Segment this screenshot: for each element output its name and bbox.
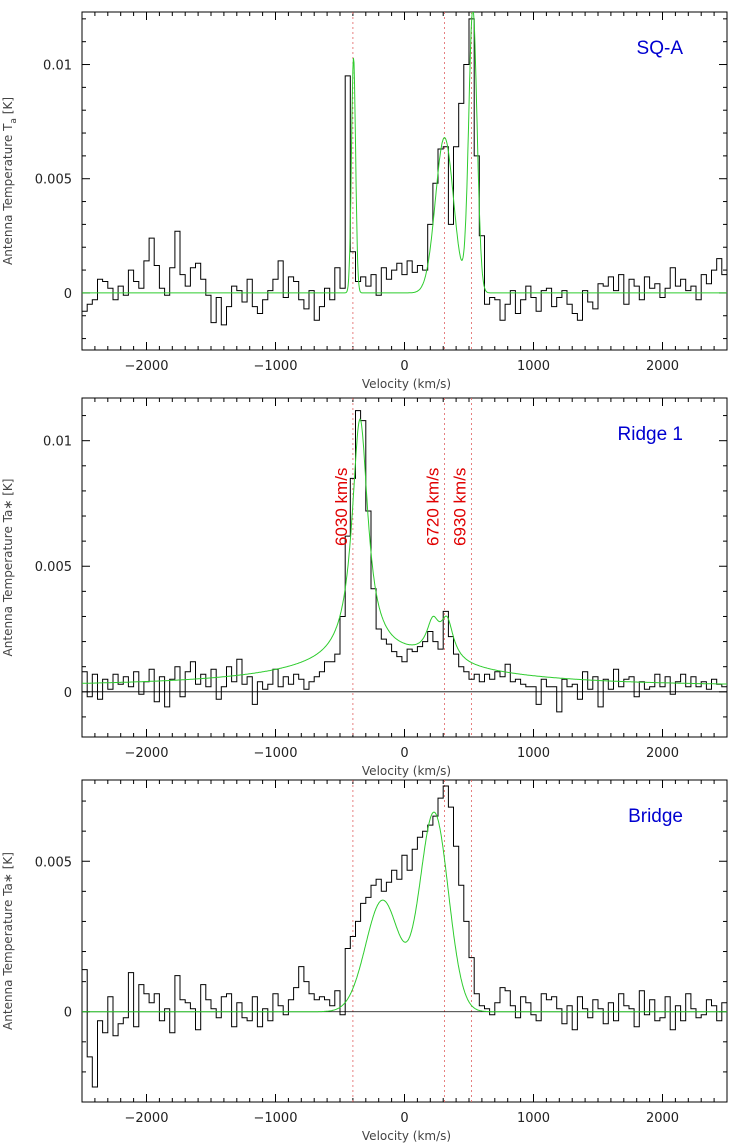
- y-tick-label: 0.005: [35, 173, 72, 188]
- velocity-annotation: 6720 km/s: [423, 468, 442, 546]
- plot-area: [82, 785, 727, 1088]
- x-axis-title: Velocity (km/s): [362, 1129, 451, 1143]
- x-tick-label: 0: [400, 1111, 408, 1126]
- plot-area: [82, 410, 727, 713]
- panel-title: SQ-A: [637, 38, 684, 59]
- velocity-annotation: 6930 km/s: [451, 468, 470, 546]
- y-tick-label: 0: [64, 686, 72, 701]
- fit-curve: [82, 811, 727, 1013]
- x-tick-label: 0: [400, 359, 408, 374]
- y-axis-title: Antenna Temperature Ta∗ [K]: [1, 479, 15, 657]
- y-tick-label: 0.01: [43, 59, 72, 74]
- y-axis-title: Antenna Temperature Ta∗ [K]: [1, 852, 15, 1030]
- fit-curve: [82, 418, 727, 685]
- x-tick-label: 1000: [517, 1111, 550, 1126]
- x-tick-label: −2000: [125, 746, 169, 761]
- x-axis-title: Velocity (km/s): [362, 764, 451, 778]
- x-tick-label: 2000: [646, 359, 679, 374]
- panel-2: −2000 −1000 0 1000 2000 0 0.005 0.01 Velocity (k…: [1, 397, 728, 778]
- panel-3: −2000 −1000 0 1000 2000 0 0.005 Velocity (km/s)…: [1, 779, 728, 1143]
- x-tick-label: 1000: [517, 746, 550, 761]
- plot-frame: [81, 779, 728, 1103]
- panel-title: Bridge: [628, 806, 683, 827]
- plot-area: [82, 12, 727, 326]
- y-axis-title: Antenna Temperature Ta [K]: [1, 97, 19, 265]
- plot-frame: [81, 11, 728, 351]
- x-tick-label: 2000: [646, 1111, 679, 1126]
- x-tick-label: −1000: [254, 1111, 298, 1126]
- x-tick-label: −1000: [254, 359, 298, 374]
- spectrum-histogram: [82, 785, 727, 1088]
- y-tick-label: 0: [64, 287, 72, 302]
- x-tick-label: 1000: [517, 359, 550, 374]
- y-tick-label: 0.005: [35, 855, 72, 870]
- x-tick-label: −2000: [125, 1111, 169, 1126]
- panel-title: Ridge 1: [618, 424, 684, 445]
- spectrum-histogram: [82, 410, 727, 713]
- y-tick-label: 0.005: [35, 560, 72, 575]
- x-tick-label: −1000: [254, 746, 298, 761]
- velocity-annotation: 6030 km/s: [332, 468, 351, 546]
- x-tick-label: −2000: [125, 359, 169, 374]
- x-tick-label: 0: [400, 746, 408, 761]
- y-tick-label: 0: [64, 1006, 72, 1021]
- panel-1: −2000 −1000 0 1000 2000 0 0.005 0.01 Velocity (k…: [1, 11, 728, 391]
- x-axis-title: Velocity (km/s): [362, 377, 451, 391]
- fit-curve: [82, 12, 727, 294]
- plot-frame: [81, 397, 728, 738]
- y-tick-label: 0.01: [43, 435, 72, 450]
- spectrum-histogram: [82, 18, 727, 326]
- x-tick-label: 2000: [646, 746, 679, 761]
